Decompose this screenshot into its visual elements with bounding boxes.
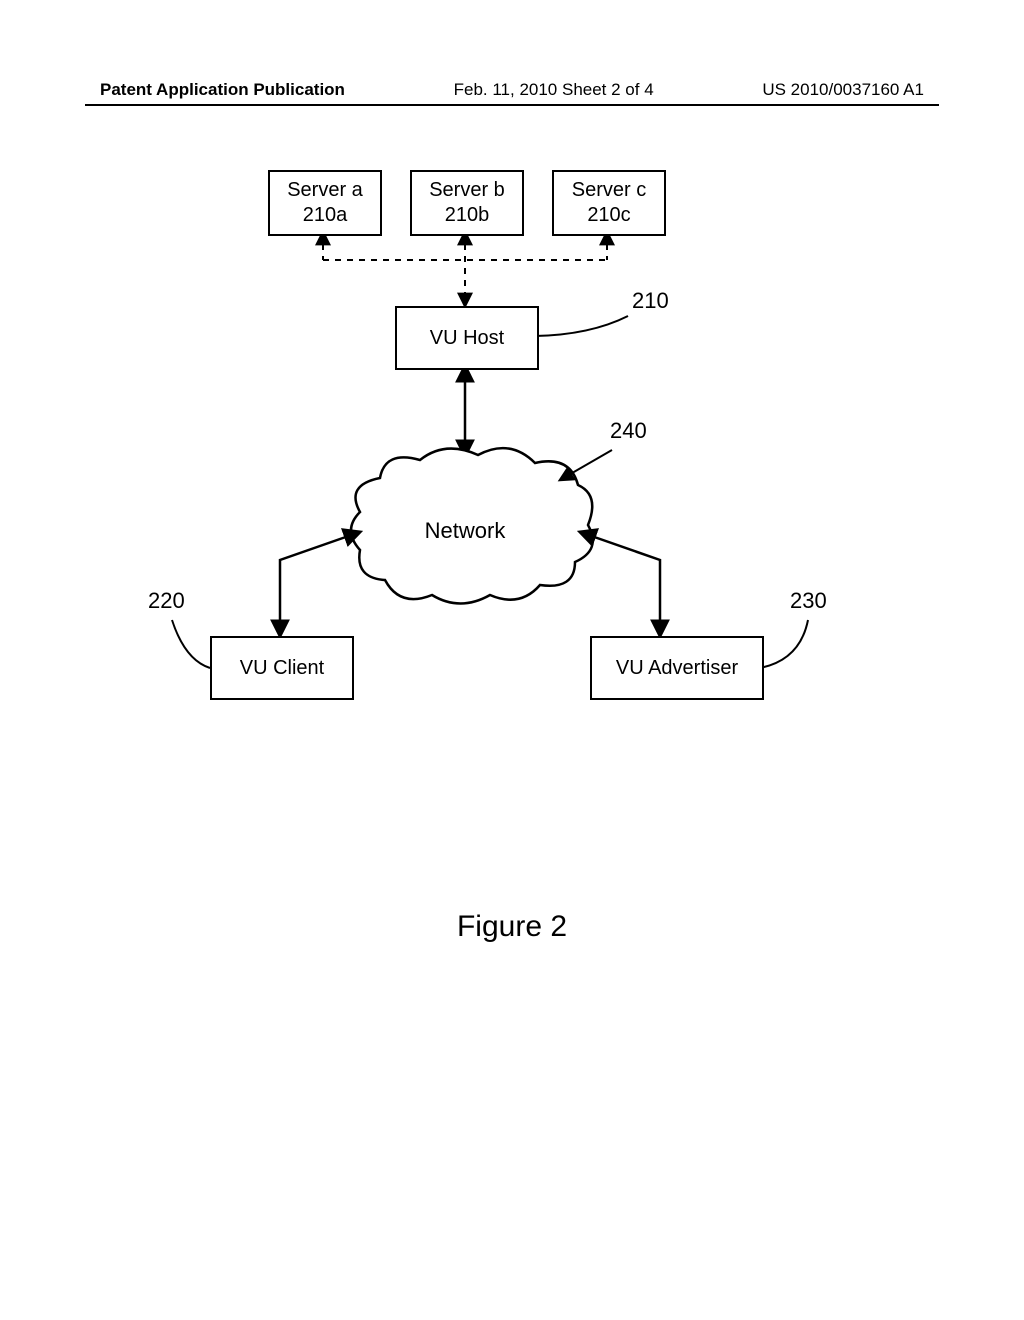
node-vu-host-label: VU Host [430, 326, 504, 351]
figure-caption: Figure 2 [457, 910, 567, 944]
node-vu-host: VU Host [395, 306, 539, 370]
diagram-canvas: Network Server a 210a Server b 210b Serv… [0, 160, 1024, 960]
diagram-svg: Network [0, 160, 1024, 960]
node-server-c-label-bot: 210c [587, 203, 630, 228]
node-server-a-label-bot: 210a [303, 203, 348, 228]
node-vu-client-label: VU Client [240, 656, 324, 681]
edge-client-network [280, 532, 360, 636]
leader-240 [560, 450, 612, 480]
node-server-b-label-top: Server b [429, 178, 505, 203]
header-publication: Patent Application Publication [100, 80, 345, 100]
dashed-links [323, 232, 607, 306]
leader-210 [535, 316, 628, 336]
node-vu-advertiser-label: VU Advertiser [616, 656, 738, 681]
leader-230 [760, 620, 808, 668]
node-server-c: Server c 210c [552, 170, 666, 236]
ref-240: 240 [610, 418, 647, 444]
ref-210: 210 [632, 288, 669, 314]
node-vu-advertiser: VU Advertiser [590, 636, 764, 700]
network-cloud: Network [351, 448, 593, 603]
header-rule [85, 104, 939, 106]
node-server-b: Server b 210b [410, 170, 524, 236]
node-vu-client: VU Client [210, 636, 354, 700]
ref-230: 230 [790, 588, 827, 614]
header-pub-number: US 2010/0037160 A1 [762, 80, 924, 100]
node-server-a: Server a 210a [268, 170, 382, 236]
node-server-a-label-top: Server a [287, 178, 363, 203]
ref-220: 220 [148, 588, 185, 614]
node-server-b-label-bot: 210b [445, 203, 490, 228]
node-server-c-label-top: Server c [572, 178, 646, 203]
cloud-label: Network [425, 518, 507, 543]
page-header: Patent Application Publication Feb. 11, … [0, 80, 1024, 100]
header-date-sheet: Feb. 11, 2010 Sheet 2 of 4 [454, 80, 654, 100]
leader-220 [172, 620, 210, 668]
